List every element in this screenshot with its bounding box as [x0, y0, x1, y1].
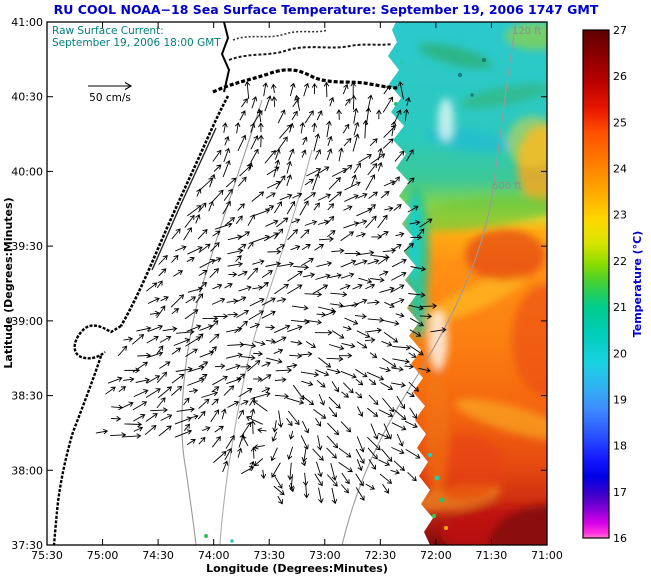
nj-barrier-islands [151, 127, 217, 271]
scale-arrow [88, 82, 133, 90]
y-axis-label: Latitude (Degrees:Minutes) [2, 197, 15, 368]
long-island-south-shore [212, 68, 400, 94]
y-tick-label: 39:00 [11, 315, 43, 328]
x-tick-label: 74:00 [198, 549, 230, 562]
x-tick-label: 74:30 [142, 549, 174, 562]
connecticut-shore [232, 29, 329, 41]
colorbar-tick-label: 27 [613, 24, 627, 37]
x-tick-label: 73:30 [253, 549, 285, 562]
y-tick-label: 41:00 [11, 16, 43, 29]
colorbar-tick-label: 21 [613, 301, 627, 314]
x-tick-label: 71:30 [476, 549, 508, 562]
x-tick-label: 75:00 [87, 549, 119, 562]
colorbar-tick-label: 20 [613, 347, 627, 360]
colorbar-tick-label: 22 [613, 255, 627, 268]
contour-mid [219, 149, 313, 545]
y-tick-label: 40:30 [11, 91, 43, 104]
colorbar-tick-label: 18 [613, 440, 627, 453]
x-axis-label: Longitude (Degrees:Minutes) [206, 562, 388, 575]
plot-frame [46, 21, 548, 546]
depth-label-120ft: 120 ft [512, 26, 542, 37]
x-tick-label: 71:00 [531, 549, 563, 562]
scale-arrow-label: 50 cm/s [89, 92, 131, 104]
colorbar [582, 29, 610, 539]
colorbar-label: Temperature (°C) [631, 231, 644, 338]
sst-specks [204, 60, 448, 543]
colorbar-tick-label: 19 [613, 394, 627, 407]
contour-600ft [341, 22, 517, 545]
new-jersey-coast [119, 95, 230, 327]
x-tick-label: 75:30 [31, 549, 63, 562]
coastline [52, 22, 400, 545]
y-tick-label: 38:30 [11, 390, 43, 403]
depth-label-600ft: 600 ft [492, 181, 522, 192]
figure-title: RU COOL NOAA−18 Sea Surface Temperature:… [54, 2, 599, 17]
bathymetry-contours [181, 22, 517, 545]
long-island-north-shore [228, 43, 393, 61]
colorbar-tick-label: 17 [613, 486, 627, 499]
x-tick-label: 72:00 [420, 549, 452, 562]
colorbar-tick-label: 25 [613, 116, 627, 129]
x-tick-label: 72:30 [364, 549, 396, 562]
colorbar-tick-label: 16 [613, 532, 627, 545]
y-tick-label: 39:30 [11, 240, 43, 253]
y-tick-label: 38:00 [11, 464, 43, 477]
hudson-river [220, 22, 231, 93]
y-tick-label: 37:30 [11, 539, 43, 552]
delaware-bay [73, 324, 122, 360]
x-tick-label: 73:00 [309, 549, 341, 562]
colorbar-tick-label: 24 [613, 163, 627, 176]
colorbar-tick-label: 23 [613, 209, 627, 222]
y-tick-label: 40:00 [11, 165, 43, 178]
current-vectors [95, 80, 447, 505]
current-annotation-line2: September 19, 2006 18:00 GMT [52, 37, 221, 49]
colorbar-tick-label: 26 [613, 70, 627, 83]
contour-120ft [181, 99, 263, 545]
sst-mottling [457, 58, 486, 97]
current-annotation-line1: Raw Surface Current: [52, 25, 164, 37]
